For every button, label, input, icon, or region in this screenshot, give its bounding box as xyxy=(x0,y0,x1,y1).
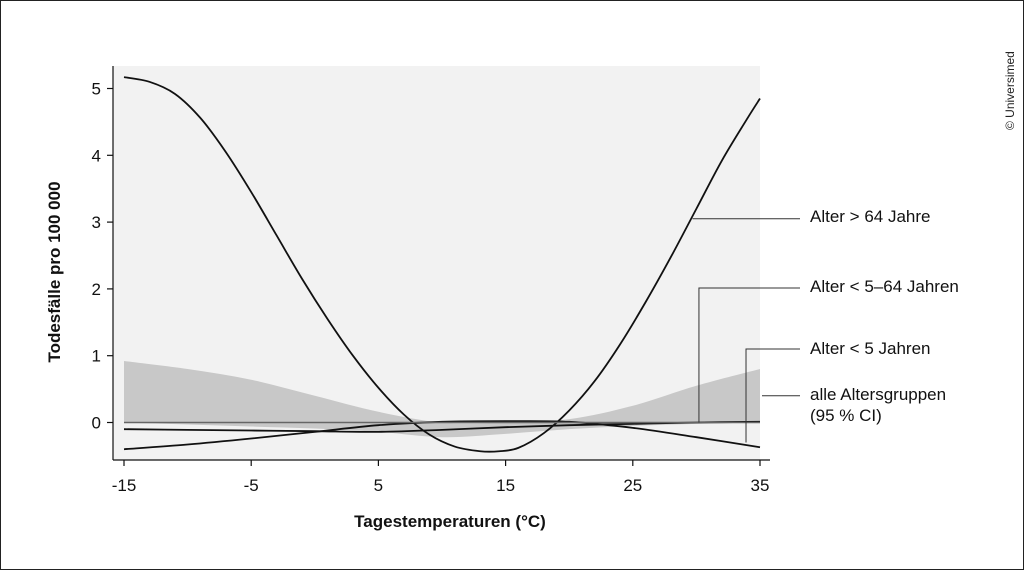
annotation-leader-line xyxy=(698,287,800,423)
y-tick-label: 5 xyxy=(92,80,101,99)
annotation-label: Alter > 64 Jahre xyxy=(810,207,931,226)
x-tick-label: 25 xyxy=(623,476,642,495)
annotation-label: Alter < 5 Jahren xyxy=(810,339,931,358)
annotation-label-line: Alter < 5 Jahren xyxy=(810,339,931,358)
y-ticks: 0 1 2 3 4 5 xyxy=(92,80,113,433)
x-tick-label: 15 xyxy=(496,476,515,495)
annotation-label-line: Alter > 64 Jahre xyxy=(810,207,931,226)
y-tick-label: 4 xyxy=(92,146,101,165)
annotation-leader-line xyxy=(745,348,800,443)
series-line-1 xyxy=(123,420,761,433)
x-axis-title: Tagestemperaturen (°C) xyxy=(354,512,546,531)
annotation-label-line: Alter < 5–64 Jahren xyxy=(810,277,959,296)
x-tick-label: 5 xyxy=(374,476,383,495)
x-ticks: -15 -5 5 15 25 35 xyxy=(112,460,770,495)
x-tick-label: -5 xyxy=(244,476,259,495)
series-line-0 xyxy=(123,76,761,453)
y-tick-label: 1 xyxy=(92,347,101,366)
y-tick-label: 2 xyxy=(92,280,101,299)
y-tick-label: 3 xyxy=(92,213,101,232)
annotation-label-line: (95 % CI) xyxy=(810,406,882,425)
series-line-layer xyxy=(123,76,761,453)
copyright-label: © Universimed xyxy=(1003,51,1017,130)
annotation-label: alle Altersgruppen (95 % CI) xyxy=(810,385,946,425)
axes xyxy=(112,66,770,461)
annotations: Alter > 64 Jahre Alter < 5–64 Jahren Alter… xyxy=(692,207,959,443)
ci-band-layer xyxy=(124,361,760,438)
annotation-label-line: alle Altersgruppen xyxy=(810,385,946,404)
y-axis-title: Todesfälle pro 100 000 xyxy=(45,181,64,362)
annotation-label: Alter < 5–64 Jahren xyxy=(810,277,959,296)
ci-band-all-ages xyxy=(124,361,760,438)
x-tick-label: 35 xyxy=(751,476,770,495)
y-tick-label: 0 xyxy=(92,414,101,433)
x-tick-label: -15 xyxy=(112,476,137,495)
